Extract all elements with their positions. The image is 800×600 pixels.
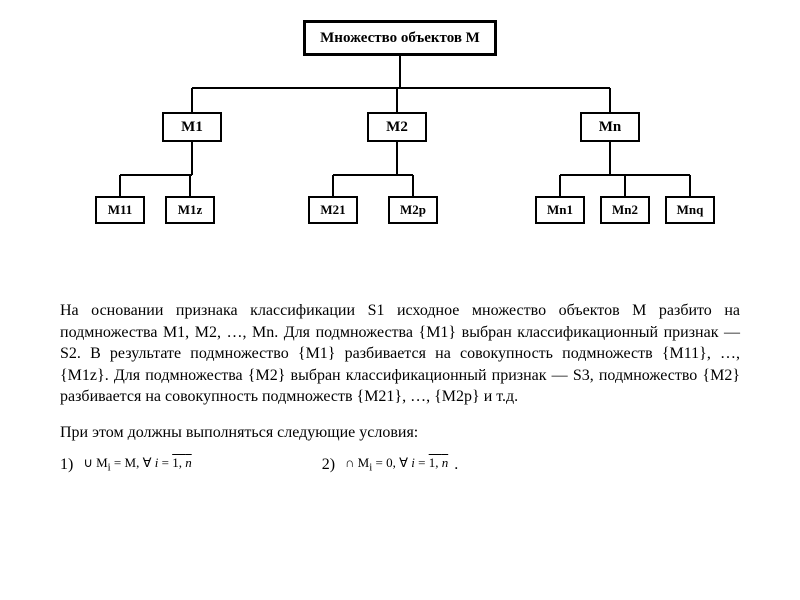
node-m1z: M1z: [165, 196, 215, 224]
item2-number: 2): [322, 454, 335, 476]
trailing-period: .: [454, 454, 458, 476]
node-m21: M21: [308, 196, 358, 224]
node-mnq: Mnq: [665, 196, 715, 224]
node-m11: М11: [95, 196, 145, 224]
formula-1: ∪ Mi = M, ∀ i = 1, n: [83, 454, 191, 475]
tree-diagram: Множество объектов М М1 М2 Мn М11 M1z M21 M2p Mn…: [0, 0, 800, 300]
formula-2: ∩ Mi = 0, ∀ i = 1, n: [345, 454, 448, 475]
main-paragraph: На основании признака классификации S1 и…: [60, 300, 740, 408]
node-root: Множество объектов М: [303, 20, 497, 56]
node-mn2: Mn2: [600, 196, 650, 224]
node-mn1: Mn1: [535, 196, 585, 224]
node-mn: Мn: [580, 112, 640, 142]
conditions-intro: При этом должны выполняться следующие ус…: [60, 422, 740, 444]
description-block: На основании признака классификации S1 и…: [0, 300, 800, 475]
node-m2: М2: [367, 112, 427, 142]
conditions-formulas: 1) ∪ Mi = M, ∀ i = 1, n 2) ∩ Mi = 0, ∀ i…: [60, 454, 740, 476]
node-m2p: M2p: [388, 196, 438, 224]
item1-number: 1): [60, 454, 73, 476]
node-m1: М1: [162, 112, 222, 142]
